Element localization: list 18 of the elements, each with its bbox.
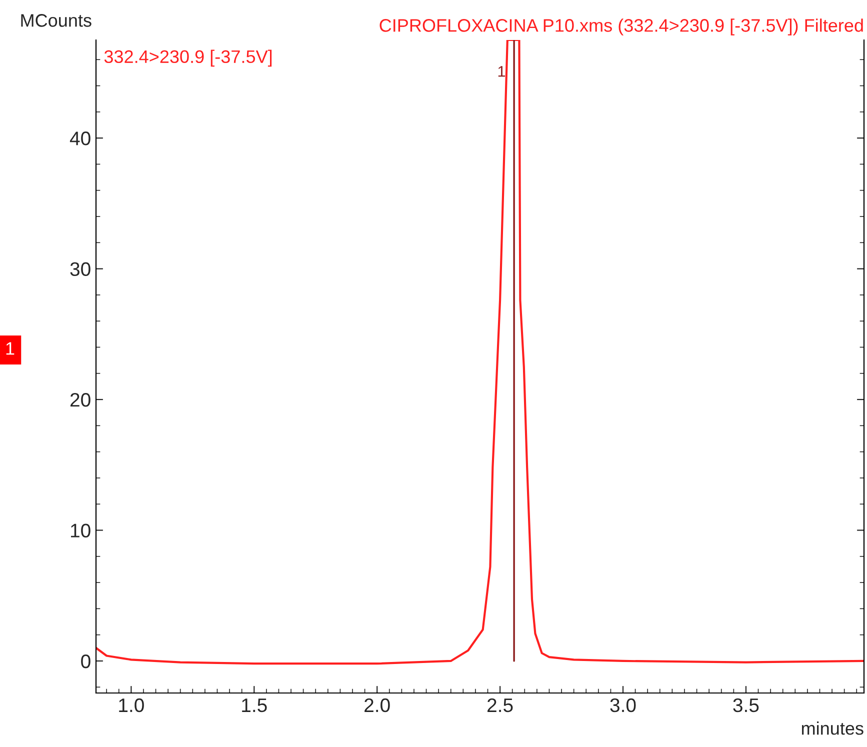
x-tick-label: 1.5 xyxy=(242,698,267,712)
x-axis-title: minutes xyxy=(802,722,864,735)
text: 1 xyxy=(6,342,14,355)
y-tick-label: 0 xyxy=(81,654,90,668)
x-tick-label: 1.0 xyxy=(119,698,144,712)
annotation: 1 xyxy=(498,66,505,77)
y-tick-label: 40 xyxy=(70,132,90,146)
y-axis-title: MCounts xyxy=(21,14,92,27)
chart-title: CIPROFLOXACINA P10.xms (332.4>230.9 [-37.5V]) Filtered xyxy=(380,18,863,36)
y-tick-label: 10 xyxy=(70,524,90,538)
annotation: 332.4>230.9 [-37.5V] xyxy=(104,50,272,67)
x-tick-label: 3.0 xyxy=(610,698,636,712)
y-tick-label: 20 xyxy=(70,392,90,407)
y-tick-label: 30 xyxy=(70,262,90,276)
line-series xyxy=(96,40,864,665)
x-tick-label: 3.5 xyxy=(733,698,759,712)
x-tick-label: 2.0 xyxy=(364,698,390,712)
x-tick-label: 2.5 xyxy=(488,698,513,712)
